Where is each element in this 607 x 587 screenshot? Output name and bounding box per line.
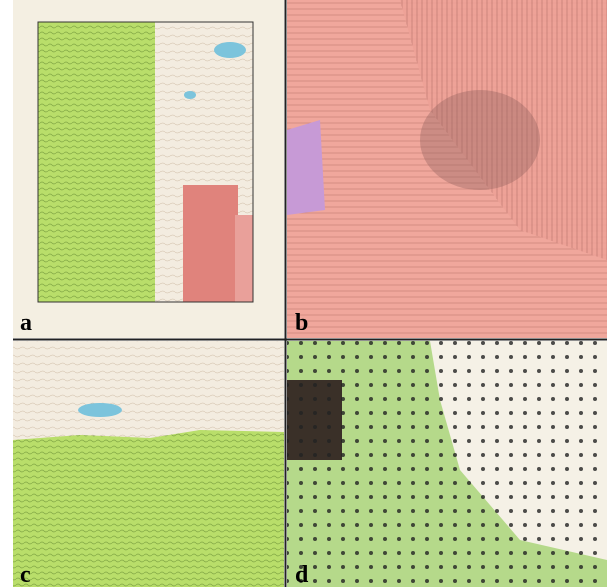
panel-b: b [287, 0, 607, 338]
panel-label: d [295, 562, 309, 587]
panel-label: a [20, 310, 32, 336]
panel-label: b [295, 310, 308, 336]
panel-c: c [13, 341, 284, 587]
panel-a: a [13, 0, 284, 338]
figure: a b c d [0, 0, 607, 587]
panel-d: d [287, 341, 607, 587]
panel-label: c [20, 562, 31, 587]
